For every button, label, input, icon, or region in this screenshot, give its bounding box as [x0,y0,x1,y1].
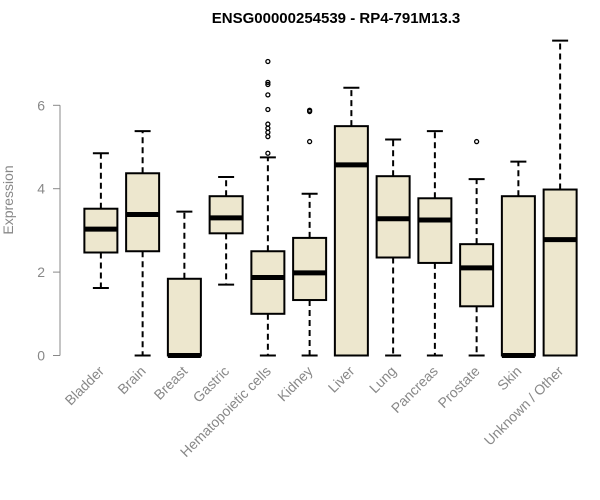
outlier-point [265,125,271,131]
outlier-point [306,107,313,113]
outlier-point [265,79,271,86]
x-tick-label-skin: Skin [494,363,525,394]
box-lung [375,138,411,357]
box-bladder [83,152,119,289]
box-hematopoietic-cells [250,58,286,357]
iqr-box [166,277,202,357]
outlier-point [265,106,271,113]
outlier-point [473,138,480,145]
y-tick-label: 4 [37,181,45,197]
x-tick-label-unknown-other: Unknown / Other [481,363,567,449]
box-skin [500,160,536,358]
outlier-point [265,121,271,127]
iqr-box [500,195,536,357]
outlier-point [265,150,271,156]
iqr-box [459,243,495,308]
iqr-box [333,125,369,357]
box-pancreas [417,130,453,357]
iqr-box [250,250,286,315]
x-tick-label-bladder: Bladder [62,363,108,409]
x-tick-label-liver: Liver [325,363,358,396]
box-kidney [292,107,328,357]
box-liver [333,86,369,357]
box-gastric [208,176,244,286]
chart-title: ENSG00000254539 - RP4-791M13.3 [212,10,461,27]
box-prostate [459,138,495,357]
iqr-box [292,236,328,302]
outlier-point [265,92,271,98]
y-tick-label: 2 [37,264,45,280]
outlier-point [265,133,271,140]
x-tick-label-prostate: Prostate [435,363,483,411]
y-tick-label: 6 [37,97,45,113]
outlier-point [265,129,271,136]
y-axis: 0 2 4 6 [37,97,61,364]
x-tick-label-breast: Breast [151,363,191,403]
x-tick-label-kidney: Kidney [274,363,316,405]
x-tick-label-brain: Brain [114,363,148,397]
x-tick-label-lung: Lung [366,363,399,396]
iqr-box [542,188,578,357]
outlier-point [306,138,313,145]
box-brain [125,130,161,357]
boxes-layer [83,39,578,358]
iqr-box [417,197,453,264]
y-axis-label: Expression [0,165,16,234]
iqr-box [208,195,244,235]
outlier-point [265,81,271,88]
outlier-point [265,58,271,65]
box-breast [166,210,202,358]
y-tick-label: 0 [37,348,45,364]
box-unknown-other [542,39,578,357]
